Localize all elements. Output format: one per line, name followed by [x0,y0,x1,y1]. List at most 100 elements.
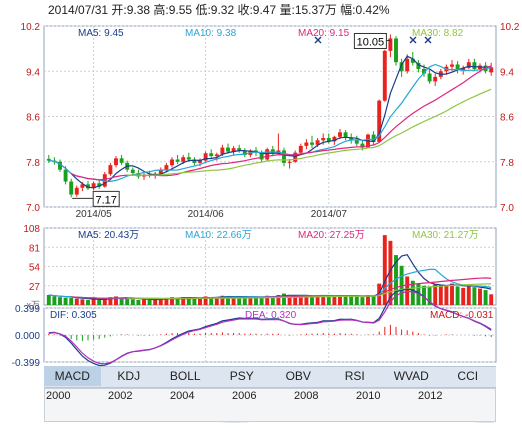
tab-cci[interactable]: CCI [457,369,479,383]
price-ma10-label: MA10: 9.38 [185,28,237,39]
volume-bar [164,297,169,305]
candle-body [46,158,51,161]
navigator-year-label: 2000 [46,390,71,402]
quote-header: 2014/07/31 开:9.38 高:9.55 低:9.32 收:9.47 量… [48,2,390,17]
candle-body [410,58,415,63]
macd-ytick: 0.000 [15,331,40,342]
candle-body [69,181,74,195]
volume-bar [86,300,90,305]
volume-bar [472,287,477,305]
volume-bar [455,286,460,305]
candle-body [310,142,314,145]
candle-body [86,184,90,189]
volume-bar [58,297,62,305]
volume-bar [91,299,96,305]
candle-body [282,150,286,163]
volume-bar [366,295,370,305]
volume-ytick: 108 [23,224,40,235]
candle-body [298,145,303,153]
candle-body [80,184,85,188]
volume-ma10-label: MA10: 22.66万 [185,230,252,241]
volume-bar [114,296,118,305]
candle-body [130,169,135,174]
range-navigator[interactable] [44,388,496,422]
volume-bar [489,294,494,305]
tab-obv[interactable]: OBV [285,369,311,383]
max-price-label: 10.05 [357,36,385,48]
candle-body [461,67,466,71]
event-marker-icon [314,36,322,44]
volume-ytick: 54 [29,263,41,274]
candle-body [338,132,342,137]
navigator-year-label: 2010 [356,390,381,402]
price-ytick-right: 10.2 [500,22,520,33]
volume-bar [483,290,488,305]
candle-body [304,142,309,146]
price-ma5-label: MA5: 9.45 [78,28,124,39]
volume-bar [354,296,359,305]
volume-bar [478,288,482,305]
tab-rsi[interactable]: RSI [344,369,365,383]
volume-bar [265,295,270,305]
volume-bar [433,284,438,305]
candle-body [242,151,247,155]
volume-bar [293,296,298,305]
volume-bar [461,287,466,305]
candle-body [489,67,494,73]
volume-bar [97,300,102,305]
price-ytick-right: 7.0 [500,203,514,214]
volume-bar [158,298,163,305]
tab-wvad[interactable]: WVAD [393,369,429,383]
volume-bar [125,298,130,305]
candle-body [158,169,163,174]
volume-bar [231,296,236,305]
volume-bar [142,299,146,305]
volume-bar [203,296,208,305]
volume-bar [382,235,387,305]
volume-bar [422,285,426,305]
indicator-tab-bar [44,366,496,388]
volume-bar [69,297,74,305]
tab-psy[interactable]: PSY [229,369,254,383]
volume-bar [360,297,365,305]
candle-body [466,62,471,68]
volume-bar [242,297,247,305]
volume-bar [186,297,191,305]
volume-bar [338,295,342,305]
candle-body [382,50,387,101]
volume-bar [298,295,303,305]
candle-body [332,136,337,142]
candle-body [108,165,113,175]
candle-body [97,183,102,187]
candle-body [326,137,331,142]
volume-bar [438,285,443,305]
price-xtick: 2014/05 [76,209,113,220]
volume-ytick: 81 [29,243,41,254]
volume-bar [181,297,186,305]
volume-bar [427,286,432,305]
volume-unit-label: x万 [26,300,40,310]
macd-ytick: 0.399 [15,304,40,315]
candle-body [388,38,393,51]
candle-body [58,161,62,170]
candle-body [220,147,225,155]
price-ytick-left: 8.6 [26,113,40,124]
candle-body [102,174,107,187]
volume-bar [226,296,230,305]
volume-bar [450,283,454,305]
event-marker-icon [409,36,417,44]
candle-body [349,137,354,141]
tab-macd[interactable]: MACD [44,366,101,386]
volume-bar [209,297,214,305]
tab-boll[interactable]: BOLL [169,369,201,383]
volume-bar [80,299,85,305]
volume-bar [220,295,225,305]
price-ytick-left: 7.8 [26,158,40,169]
volume-bar [371,295,376,305]
candle-body [422,68,426,74]
price-ytick-left: 9.4 [26,67,40,78]
tab-kdj[interactable]: KDJ [117,369,141,383]
candle-body [360,143,365,148]
volume-bar [248,296,253,305]
